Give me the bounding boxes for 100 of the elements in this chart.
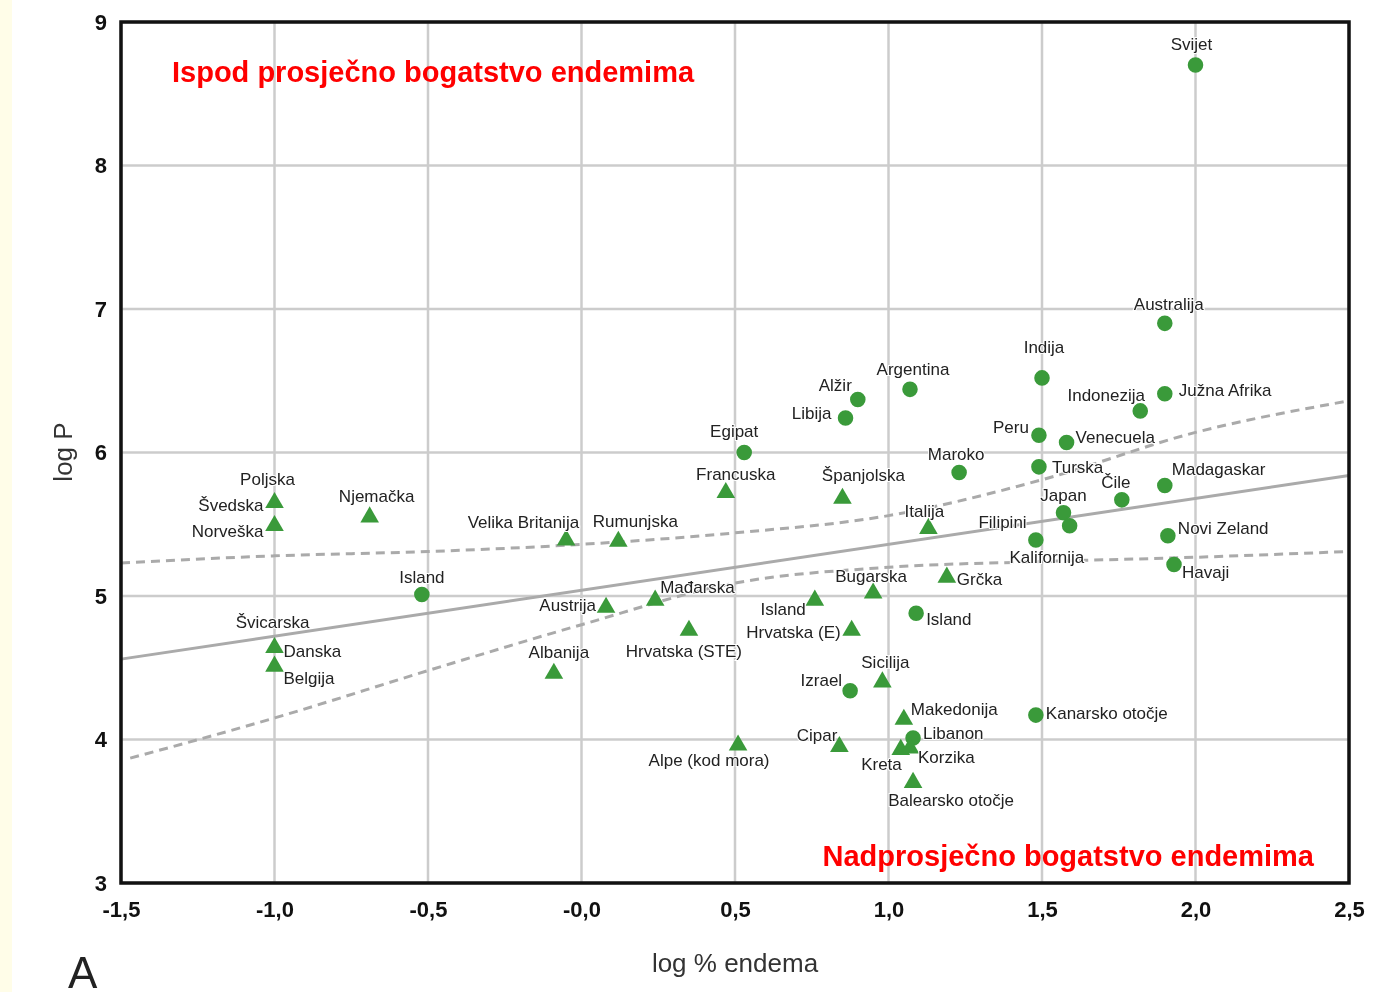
annotation: Čile (1101, 472, 1131, 492)
point (1160, 527, 1176, 544)
annotation: Kreta (861, 755, 903, 775)
point (837, 410, 854, 426)
point (1166, 556, 1182, 573)
point (1034, 370, 1050, 386)
annotation: Peru (993, 418, 1029, 438)
annotation: Turska (1051, 457, 1104, 477)
x-tick-label: -1,0 (256, 896, 294, 922)
annotation: Švedska (198, 495, 265, 515)
annotation: Libanon (923, 724, 984, 744)
annotation: Alžir (818, 376, 853, 396)
point (842, 619, 861, 636)
annotation: Španjolska (821, 466, 906, 486)
point (850, 391, 866, 408)
annotation: Poljska (240, 469, 296, 489)
x-tick-label: 1,0 (873, 896, 905, 922)
point (903, 771, 923, 788)
annotation: Venecuela (1075, 428, 1156, 448)
annotation: Hrvatska (E) (746, 623, 841, 643)
annotation: Kanarsko otočje (1045, 704, 1168, 724)
annotation: Filipini (978, 512, 1027, 532)
point (1055, 505, 1072, 521)
point (728, 734, 748, 751)
x-tick-label: 1,5 (1027, 896, 1058, 922)
point (873, 671, 892, 688)
annotation: Maroko (927, 444, 985, 464)
point (265, 636, 284, 654)
annotation: Egipat (710, 422, 759, 442)
annotation: Hrvatska (STE) (625, 642, 743, 662)
point (1058, 434, 1075, 451)
annotation: Japan (1040, 485, 1087, 505)
x-tick-label: -0,0 (563, 896, 601, 922)
point (360, 506, 379, 523)
point (414, 586, 430, 603)
point (609, 530, 628, 547)
annotation: Švicarska (235, 612, 310, 632)
annotation: Izrael (800, 670, 843, 690)
annotation: Novi Zeland (1177, 518, 1269, 538)
annotation: Madagaskar (1171, 460, 1266, 480)
point (1157, 477, 1173, 494)
point (805, 589, 825, 606)
annotation: Albanija (528, 643, 590, 663)
annotation: Austrija (539, 596, 597, 616)
annotation: Francuska (696, 464, 777, 484)
annotation: Svijet (1170, 35, 1213, 54)
x-axis-title: log % endema (651, 948, 819, 978)
point (908, 605, 924, 621)
point (894, 708, 914, 725)
annotation: Nadprosječno bogatstvo endemima (822, 840, 1315, 872)
point (1157, 385, 1173, 402)
y-tick-label: 8 (94, 153, 107, 179)
point (951, 464, 967, 481)
annotation: Cipar (796, 725, 838, 745)
point (833, 487, 852, 504)
annotation: Belgija (283, 669, 336, 689)
annotation: Havaji (1182, 563, 1230, 583)
annotation: Argentina (876, 360, 950, 380)
annotation: Danska (283, 641, 342, 661)
y-tick-label: 6 (94, 440, 107, 466)
annotation: Indija (1023, 337, 1065, 357)
annotation: Južna Afrika (1178, 380, 1272, 400)
annotation: Kalifornija (1009, 547, 1085, 567)
point (1031, 427, 1047, 444)
x-tick-label: 2,0 (1180, 896, 1212, 922)
point (1114, 492, 1130, 508)
annotation: Australija (1133, 295, 1205, 315)
point (902, 381, 918, 398)
annotation: Njemačka (338, 487, 415, 507)
annotation: Island (760, 600, 806, 620)
text: A (68, 948, 98, 992)
x-tick-label: 0,5 (720, 896, 751, 922)
annotation: Ispod prosječno bogatstvo endemima (172, 56, 695, 88)
y-tick-label: 9 (94, 9, 107, 35)
annotation: Rumunjska (592, 512, 679, 532)
point (265, 514, 284, 532)
annotation: Indonezija (1067, 385, 1146, 405)
annotation: Norveška (191, 521, 265, 541)
y-tick-label: 4 (94, 727, 108, 753)
annotation: Bugarska (835, 567, 908, 587)
x-tick-label: -0,5 (409, 896, 448, 922)
annotation: Island (926, 610, 972, 630)
annotation: Libija (791, 404, 833, 424)
point (1028, 532, 1044, 548)
annotation: Sicilija (861, 653, 910, 673)
annotation: Grčka (956, 570, 1003, 590)
point (1061, 517, 1078, 534)
point (265, 491, 284, 509)
annotation: Balearsko otočje (888, 790, 1014, 810)
point (1132, 403, 1149, 419)
point (1157, 315, 1173, 332)
point (596, 596, 616, 613)
annotation: Velika Britanija (467, 512, 580, 532)
y-tick-label: 5 (94, 583, 107, 609)
point (1031, 459, 1047, 475)
y-axis-title: log P (48, 422, 78, 482)
y-tick-label: 3 (94, 870, 107, 896)
point (937, 566, 957, 583)
annotation: Korzika (917, 748, 976, 768)
y-tick-label: 7 (94, 296, 107, 322)
